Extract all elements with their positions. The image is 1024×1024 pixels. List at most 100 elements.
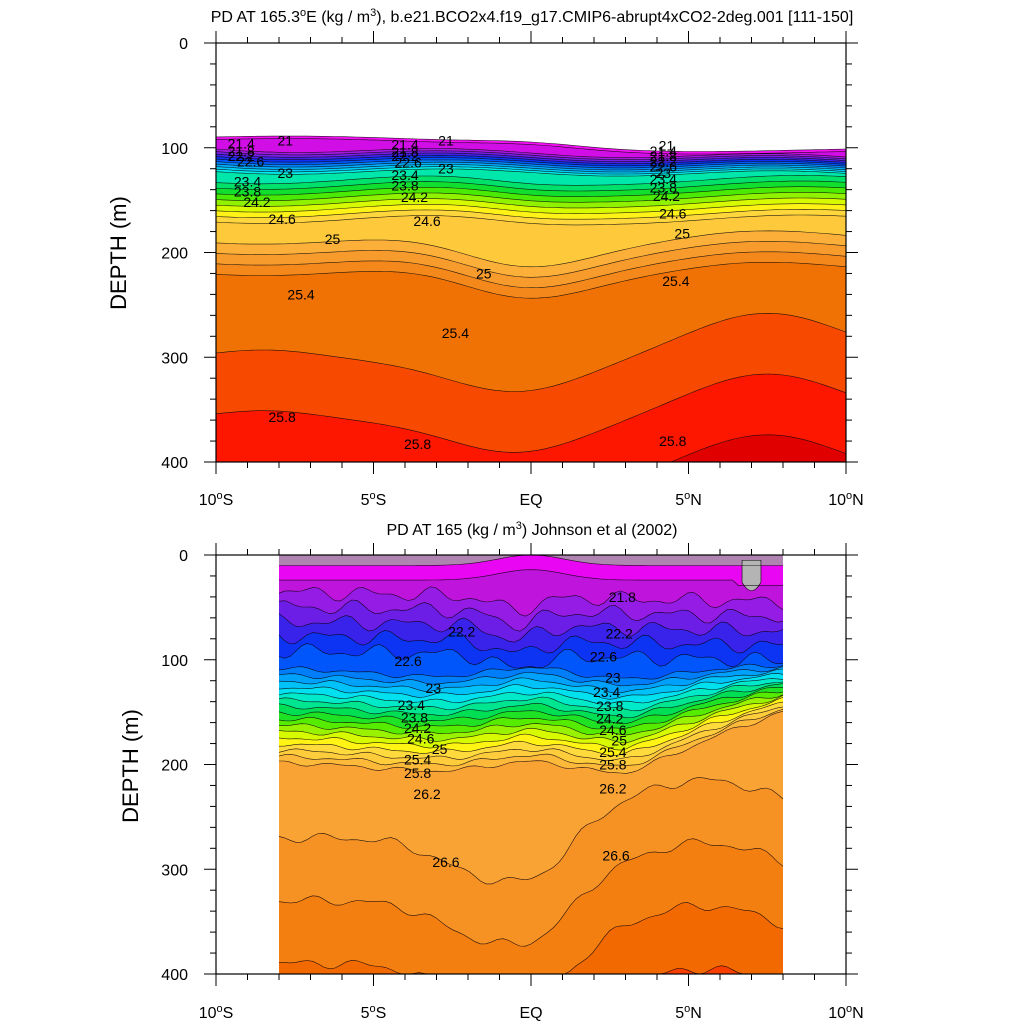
density-band — [216, 150, 846, 162]
contour-label: 22.6 — [395, 653, 422, 669]
contour-label: 22.6 — [650, 159, 677, 175]
isopycnal-line — [278, 694, 784, 736]
panel-model-title: PD AT 165.3oE (kg / m3), b.e21.BCO2x4.f1… — [211, 7, 854, 26]
contour-label: 23 — [438, 161, 454, 177]
density-band — [216, 175, 846, 191]
density-band — [216, 148, 846, 160]
contour-label: 23.4 — [593, 684, 620, 700]
density-band — [216, 209, 846, 225]
contour-label: 24.6 — [407, 730, 434, 746]
isopycnal-line — [279, 569, 783, 586]
contour-label: 23.4 — [650, 171, 677, 187]
contour-label: 24.6 — [413, 213, 440, 229]
isopycnal-line — [278, 777, 784, 885]
contour-label: 21.4 — [650, 143, 677, 159]
density-band — [279, 777, 783, 947]
isopycnal-line — [278, 666, 784, 687]
density-band — [216, 138, 846, 158]
isopycnal-line — [215, 180, 847, 192]
contour-label: 23 — [605, 670, 621, 686]
contour-label: 22.6 — [237, 153, 264, 169]
density-band — [279, 838, 783, 974]
density-band — [216, 374, 846, 462]
density-band — [216, 159, 846, 170]
contour-label: 24.2 — [653, 188, 680, 204]
density-band — [279, 673, 783, 705]
density-band — [279, 709, 783, 774]
isopycnal-line — [215, 230, 847, 268]
contour-label: 26.2 — [413, 786, 440, 802]
density-band — [216, 181, 846, 197]
isopycnal-line — [215, 186, 847, 197]
contour-label: 24.6 — [269, 211, 296, 227]
isopycnal-line — [278, 663, 784, 680]
contour-label: 25 — [432, 741, 448, 757]
contour-label: 21 — [659, 138, 675, 154]
x-tick-label: 10oN — [828, 1003, 863, 1022]
density-band — [216, 230, 846, 278]
contour-label: 26.6 — [602, 848, 629, 864]
y-tick-label: 100 — [161, 141, 188, 158]
density-band — [279, 678, 783, 711]
density-band — [216, 136, 846, 154]
contour-label: 22.2 — [391, 148, 418, 164]
density-band — [279, 643, 783, 680]
isopycnal-line — [215, 168, 847, 177]
isopycnal-line — [278, 613, 784, 643]
isopycnal-line — [278, 673, 784, 700]
contour-label: 24.6 — [659, 206, 686, 222]
density-band — [216, 262, 846, 392]
panel-observations-title: PD AT 165 (kg / m3) Johnson et al (2002) — [386, 520, 677, 539]
isopycnal-line — [278, 599, 784, 632]
density-band — [216, 241, 846, 288]
isopycnal-line — [278, 681, 784, 712]
isopycnal-line — [278, 701, 784, 757]
density-band — [279, 613, 783, 654]
contour-label: 23.8 — [596, 698, 623, 714]
density-band — [216, 313, 846, 453]
contour-label: 22.2 — [606, 626, 633, 642]
density-band — [216, 162, 846, 172]
density-band — [216, 157, 846, 168]
contour-label: 22.2 — [650, 153, 677, 169]
isopycnal-line — [278, 687, 784, 724]
contour-label: 25.4 — [662, 273, 689, 289]
contour-label: 21 — [438, 132, 454, 148]
contour-label: 21.8 — [228, 143, 255, 159]
contour-label: 26.6 — [432, 854, 459, 870]
isopycnal-line — [215, 241, 847, 278]
density-band — [279, 569, 783, 617]
contour-label: 23 — [656, 165, 672, 181]
y-axis-label: DEPTH (m) — [106, 196, 131, 310]
y-tick-label: 400 — [161, 967, 188, 984]
y-tick-label: 0 — [179, 548, 188, 565]
isopycnal-line — [215, 197, 847, 209]
density-fills — [279, 555, 783, 974]
contour-label: 21 — [278, 132, 294, 148]
isopycnal-line — [279, 711, 784, 774]
contour-label: 25.8 — [269, 409, 296, 425]
contour-label: 21.8 — [650, 148, 677, 164]
contour-label: 26.2 — [599, 781, 626, 797]
panel-observations: PD AT 165 (kg / m3) Johnson et al (2002)… — [118, 520, 864, 1022]
x-tick-label: 5oN — [675, 490, 702, 509]
contour-label: 25.8 — [404, 436, 431, 452]
y-tick-label: 400 — [161, 455, 188, 472]
density-band — [216, 203, 846, 220]
density-band — [279, 692, 783, 736]
density-band — [279, 630, 783, 668]
density-band — [216, 434, 846, 462]
contour-label: 25.4 — [442, 325, 469, 341]
density-band — [216, 153, 846, 164]
density-band — [279, 586, 783, 632]
isopycnal-line — [215, 154, 847, 165]
contour-label: 21.4 — [228, 136, 255, 152]
y-tick-label: 300 — [161, 350, 188, 367]
isopycnal-line — [278, 838, 784, 947]
contour-label: 22.6 — [395, 154, 422, 170]
contour-label: 21.8 — [609, 589, 636, 605]
contour-label: 25.4 — [287, 286, 314, 302]
isopycnal-line — [278, 709, 784, 767]
density-band — [279, 711, 783, 884]
